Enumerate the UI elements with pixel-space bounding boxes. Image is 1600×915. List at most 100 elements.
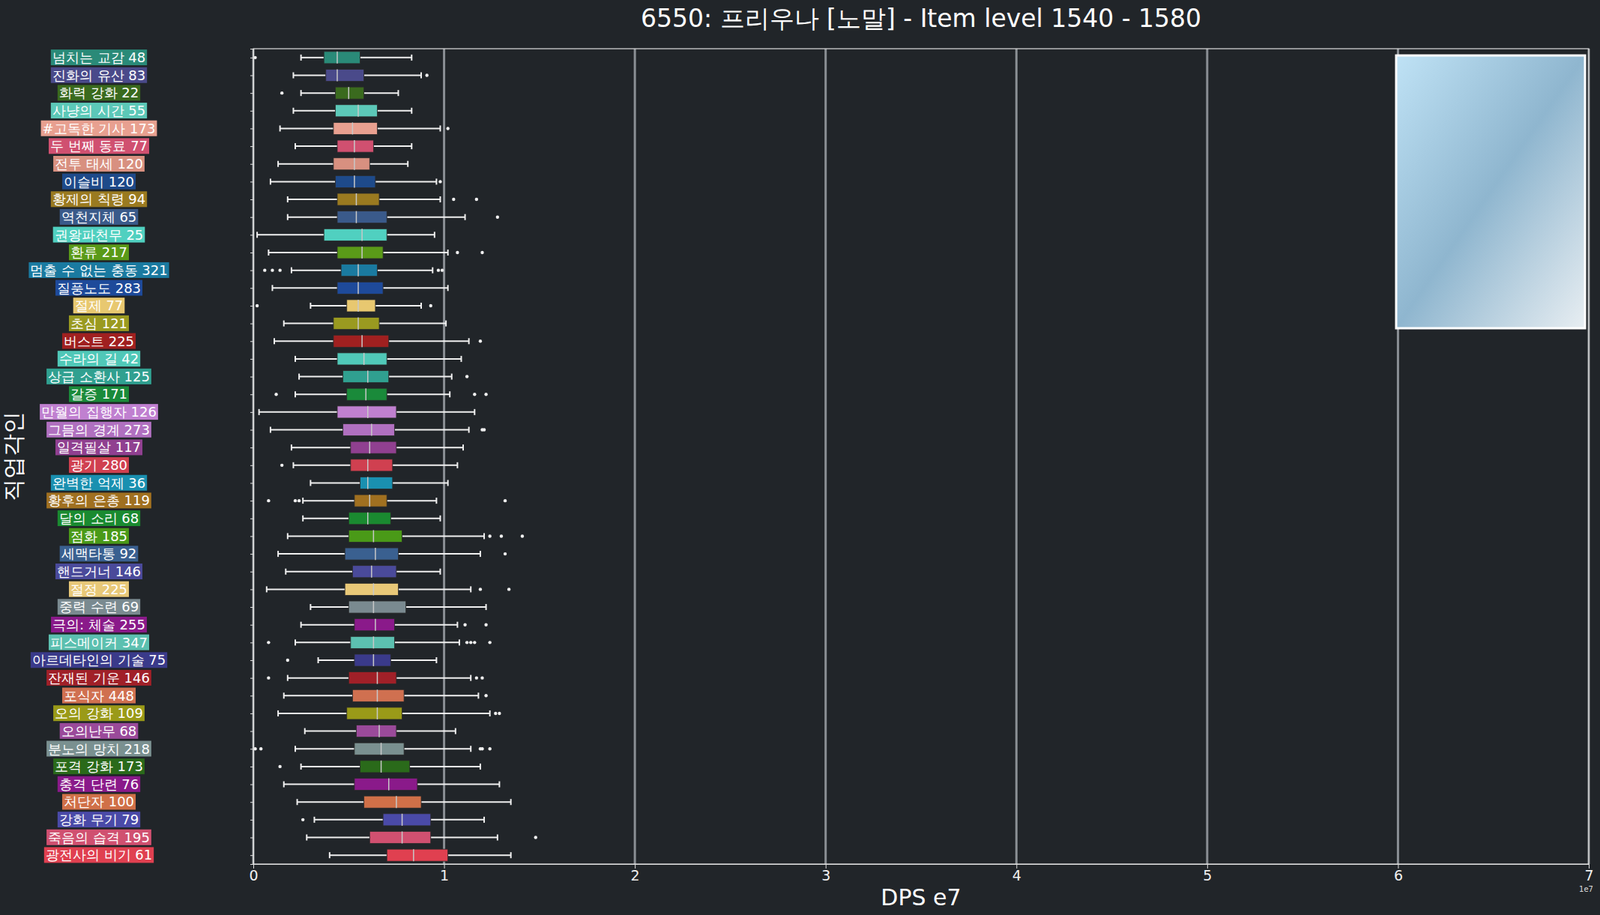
y-tick-mark xyxy=(250,447,254,449)
whisker-cap xyxy=(397,89,399,96)
outlier xyxy=(293,499,297,503)
median xyxy=(369,441,371,454)
median xyxy=(357,317,359,330)
whisker xyxy=(295,747,355,750)
y-label-background xyxy=(50,67,147,84)
y-tick-mark xyxy=(250,146,254,147)
whisker xyxy=(302,517,349,520)
y-label-background xyxy=(62,173,136,190)
y-tick-mark xyxy=(250,625,254,626)
whisker xyxy=(388,376,452,378)
whisker xyxy=(390,659,437,661)
median xyxy=(357,104,359,117)
whisker-cap xyxy=(317,657,320,664)
whisker-cap xyxy=(489,710,491,717)
whisker-cap xyxy=(292,71,294,78)
whisker-cap xyxy=(277,161,279,168)
whisker-cap xyxy=(420,71,422,78)
outlier xyxy=(480,251,484,255)
y-label-background xyxy=(46,829,152,846)
whisker xyxy=(329,854,387,856)
box xyxy=(346,388,387,401)
y-tick: 죽음의 습격 195 xyxy=(46,829,254,846)
grid-line xyxy=(634,48,637,865)
box xyxy=(360,760,410,773)
median xyxy=(395,795,398,808)
whisker xyxy=(287,198,338,201)
median xyxy=(357,299,359,312)
whisker xyxy=(394,641,460,643)
outlier xyxy=(493,711,497,715)
y-tick-mark xyxy=(250,678,254,679)
whisker xyxy=(284,783,355,786)
y-tick-label: 버스트 225 xyxy=(63,333,135,350)
x-tick: 4 xyxy=(1012,864,1022,884)
whisker xyxy=(448,854,512,856)
y-label-background xyxy=(41,120,158,137)
y-tick-label: 달의 소리 68 xyxy=(59,510,139,527)
outlier xyxy=(463,622,467,626)
y-label-background xyxy=(53,758,145,775)
whisker xyxy=(376,269,433,272)
whisker xyxy=(291,269,341,272)
y-tick-mark xyxy=(250,695,254,697)
whisker-cap xyxy=(277,710,279,717)
x-tick-label: 5 xyxy=(1202,867,1212,884)
y-tick-label: 충격 단련 76 xyxy=(59,776,139,793)
box-group xyxy=(263,264,444,277)
y-label-background xyxy=(62,333,136,350)
y-tick-label: 화력 강화 22 xyxy=(59,84,139,101)
y-tick-label: 갈증 171 xyxy=(70,385,128,402)
outlier xyxy=(301,818,305,822)
box-group xyxy=(305,725,456,738)
whisker-cap xyxy=(300,763,303,770)
whisker xyxy=(392,481,449,484)
boxes xyxy=(253,51,538,862)
whisker xyxy=(268,251,338,254)
y-tick: 권왕파천무 25 xyxy=(53,227,254,243)
y-tick-label: 오의난무 68 xyxy=(61,723,138,739)
whisker-cap xyxy=(447,249,449,256)
median xyxy=(380,760,383,773)
whisker xyxy=(287,216,338,219)
outlier xyxy=(429,304,433,308)
median xyxy=(364,388,367,401)
y-tick-label: 역천지체 65 xyxy=(61,209,138,225)
median xyxy=(355,193,358,206)
whisker-cap xyxy=(287,532,289,539)
box xyxy=(354,742,404,755)
y-label-background xyxy=(62,687,136,704)
outlier xyxy=(253,747,257,751)
outlier xyxy=(440,268,444,272)
y-tick: 황후의 은총 119 xyxy=(46,492,254,509)
outlier xyxy=(472,640,476,644)
box xyxy=(337,140,374,153)
box xyxy=(348,601,406,614)
whisker xyxy=(266,588,345,590)
y-label-background xyxy=(50,49,147,66)
y-tick: 잔재된 기운 146 xyxy=(46,669,254,686)
whisker-cap xyxy=(435,657,437,664)
outlier xyxy=(436,268,440,272)
y-axis: 넘치는 교감 48진화의 유산 83화력 강화 22사냥의 시간 55#고독한 … xyxy=(28,49,254,865)
whisker-cap xyxy=(296,798,299,805)
whisker-cap xyxy=(439,125,441,132)
box-group xyxy=(270,175,443,188)
y-tick-label: 광기 280 xyxy=(70,457,128,473)
box xyxy=(337,406,397,419)
whisker xyxy=(382,287,449,289)
whisker xyxy=(376,110,412,112)
box xyxy=(333,317,380,330)
box xyxy=(333,158,370,171)
median xyxy=(361,246,363,259)
y-tick-mark xyxy=(250,642,254,643)
box-group xyxy=(297,795,512,808)
box-group xyxy=(257,228,435,241)
outlier xyxy=(487,640,491,644)
box-group xyxy=(293,104,412,117)
whisker xyxy=(386,499,437,502)
y-tick-label: 두 번째 동료 77 xyxy=(50,137,148,154)
outlier xyxy=(487,534,491,538)
outlier xyxy=(266,640,270,644)
grid-line xyxy=(442,48,446,865)
